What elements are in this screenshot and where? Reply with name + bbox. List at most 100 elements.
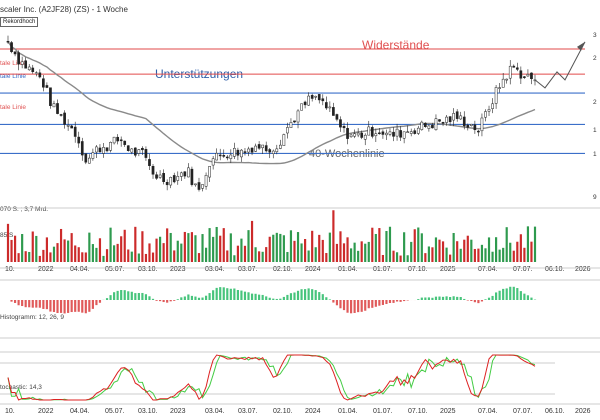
volume-bar xyxy=(28,251,31,262)
macd-bar xyxy=(399,300,402,302)
macd-bar xyxy=(169,300,172,302)
date-tick-label: 02.10. xyxy=(273,408,293,415)
volume-bar xyxy=(240,238,243,262)
volume-bar xyxy=(197,253,201,262)
candle-body xyxy=(49,87,52,106)
candle-body xyxy=(328,106,332,109)
candle-body xyxy=(257,144,261,149)
date-tick-label: 07.07. xyxy=(513,266,533,273)
candle-body xyxy=(119,139,123,142)
macd-bar xyxy=(127,291,130,300)
candle-body xyxy=(77,136,81,144)
candle-body xyxy=(102,147,105,154)
date-tick-label: 2025 xyxy=(440,408,456,415)
macd-bar xyxy=(325,297,328,300)
macd-bar xyxy=(519,291,522,300)
volume-bar xyxy=(141,231,144,262)
candle-body xyxy=(399,130,402,138)
macd-bar xyxy=(427,297,430,300)
volume-bar xyxy=(349,248,353,262)
date-tick-label: 2023 xyxy=(170,266,186,273)
macd-bar xyxy=(516,288,519,300)
volume-bar xyxy=(173,250,176,262)
macd-bar xyxy=(360,300,363,312)
macd-bar xyxy=(346,300,349,313)
candle-body xyxy=(165,181,169,186)
volume-bar xyxy=(304,239,307,262)
candle-body xyxy=(293,120,296,123)
macd-bar xyxy=(74,300,77,312)
candle-body xyxy=(222,155,226,157)
candle-body xyxy=(133,147,137,156)
volume-bar xyxy=(268,236,271,262)
macd-bar xyxy=(123,290,126,300)
candle-body xyxy=(321,98,325,102)
price-tick-label: 2 xyxy=(593,55,597,62)
macd-bar xyxy=(183,296,186,300)
macd-bar xyxy=(335,300,339,306)
volume-bar xyxy=(155,238,158,262)
macd-bar xyxy=(371,300,374,308)
date-tick-label: 03.10. xyxy=(138,408,158,415)
volume-bar xyxy=(516,241,519,262)
macd-bar xyxy=(403,300,406,302)
macd-bar xyxy=(208,293,211,300)
macd-bar xyxy=(187,294,190,300)
volume-bar xyxy=(318,234,321,262)
macd-bar xyxy=(158,300,162,302)
macd-bar xyxy=(215,287,218,300)
stochastic-label: tochastic: 14,3 xyxy=(0,384,42,391)
date-tick-label: 01.04. xyxy=(338,266,358,273)
volume-bar xyxy=(113,245,116,262)
macd-bar xyxy=(261,294,264,300)
candle-body xyxy=(498,87,501,89)
volume-bar xyxy=(293,240,296,262)
candle-body xyxy=(363,134,367,140)
date-tick-label: 03.07. xyxy=(238,408,258,415)
volume-bar xyxy=(38,255,41,262)
volume-bar xyxy=(35,235,38,262)
candle-body xyxy=(158,174,162,178)
macd-bar xyxy=(70,300,73,313)
chart-title: scaler Inc. (A2JF28) (ZS) - 1 Woche xyxy=(0,5,128,14)
volume-bar xyxy=(441,241,445,262)
macd-bar xyxy=(349,300,353,314)
candle-body xyxy=(353,133,356,137)
volume-bar xyxy=(130,251,133,262)
candle-body xyxy=(215,152,219,161)
macd-bar xyxy=(300,289,303,300)
macd-bar xyxy=(484,299,487,300)
macd-bar xyxy=(357,300,360,313)
candle-body xyxy=(24,60,28,69)
volume-bar xyxy=(275,232,278,262)
candle-body xyxy=(20,61,24,65)
volume-bar xyxy=(445,247,448,262)
level-label-1: tale Linie xyxy=(0,60,27,67)
macd-bar xyxy=(470,300,473,302)
macd-bar xyxy=(35,300,38,308)
candle-body xyxy=(45,85,49,88)
candle-body xyxy=(409,131,413,134)
candle-body xyxy=(279,144,282,149)
macd-bar xyxy=(385,300,388,305)
macd-bar xyxy=(176,299,179,300)
candle-body xyxy=(155,174,158,179)
macd-bar xyxy=(505,288,508,300)
volume-bar xyxy=(137,253,140,262)
candle-body xyxy=(530,72,533,80)
macd-bar xyxy=(265,296,268,300)
macd-bar xyxy=(293,292,296,300)
volume-bar xyxy=(187,233,190,262)
volume-bar xyxy=(204,247,208,262)
candle-body xyxy=(194,183,197,186)
candle-body xyxy=(98,147,102,153)
candle-body xyxy=(427,125,431,129)
candle-body xyxy=(183,171,187,177)
candle-body xyxy=(441,122,445,124)
candle-body xyxy=(346,128,349,139)
volume-bar xyxy=(353,242,356,262)
volume-bar xyxy=(424,253,427,262)
macd-bar xyxy=(141,292,144,300)
volume-bar xyxy=(134,226,137,262)
date-tick-label: 01.07. xyxy=(373,266,393,273)
